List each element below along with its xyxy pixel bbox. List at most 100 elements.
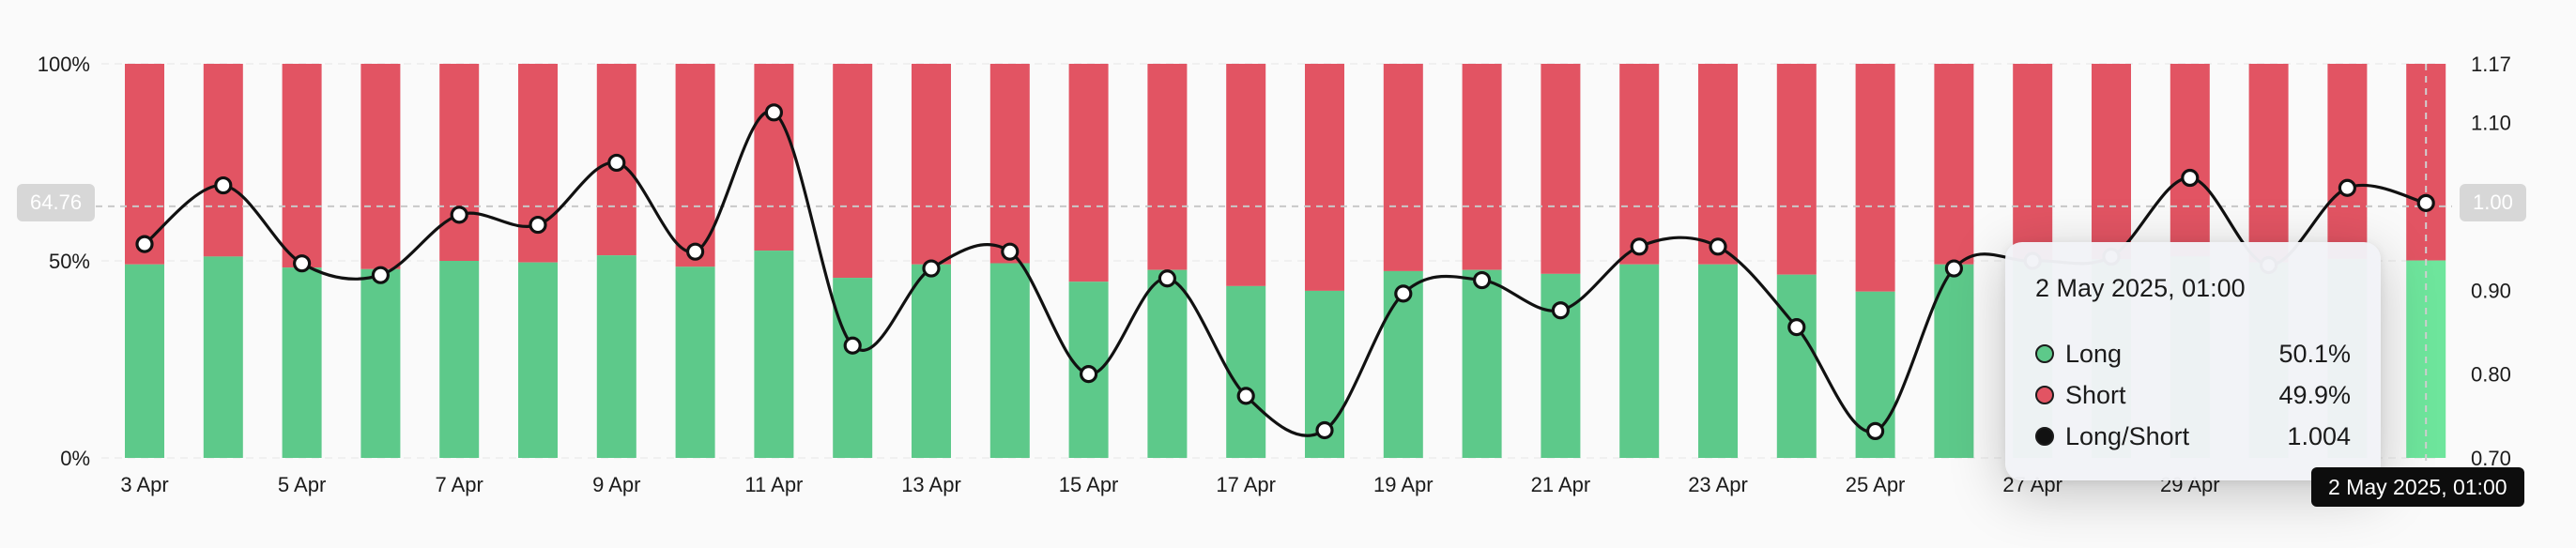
- long-bar: [912, 264, 951, 458]
- ratio-point: [1787, 317, 1806, 337]
- long-bar: [1147, 269, 1188, 458]
- crosshair-left-value: 64.76: [17, 184, 96, 221]
- tooltip-row-ratio: Long/Short 1.004: [2035, 416, 2351, 457]
- long-dot-icon: [2035, 344, 2054, 363]
- long-bar: [282, 267, 322, 458]
- ratio-point: [1315, 420, 1334, 440]
- y-left-tick-label: 50%: [49, 250, 90, 273]
- ratio-point: [1079, 365, 1098, 384]
- x-tick-label: 7 Apr: [436, 473, 483, 496]
- short-bar: [203, 64, 243, 257]
- crosshair-date-label: 2 May 2025, 01:00: [2311, 467, 2524, 507]
- y-right-tick-label: 0.70: [2471, 447, 2511, 470]
- short-bar: [1383, 64, 1423, 271]
- x-tick-label: 5 Apr: [278, 473, 326, 496]
- ratio-point: [1630, 237, 1648, 256]
- short-bar: [2327, 64, 2368, 259]
- x-tick-label: 17 Apr: [1216, 473, 1276, 496]
- short-bar: [1305, 64, 1344, 291]
- short-bar: [2170, 64, 2210, 257]
- ratio-point: [1472, 270, 1492, 290]
- ratio-point: [685, 242, 705, 261]
- short-bar: [125, 64, 164, 265]
- ratio-point: [1394, 284, 1413, 303]
- y-left-tick-label: 0%: [60, 447, 90, 470]
- long-bar: [596, 255, 636, 458]
- y-right-tick-label: 1.10: [2471, 112, 2511, 135]
- ratio-point: [293, 254, 312, 273]
- tooltip-value: 49.9%: [2278, 380, 2351, 409]
- y-right-tick-label: 1.17: [2471, 53, 2511, 76]
- y-left-tick-label: 100%: [38, 53, 90, 76]
- ratio-point: [607, 153, 626, 173]
- short-bar: [282, 64, 322, 268]
- tooltip-title: 2 May 2025, 01:00: [2035, 274, 2246, 302]
- x-tick-label: 13 Apr: [901, 473, 961, 496]
- short-bar: [1541, 64, 1581, 274]
- ratio-point: [1865, 421, 1885, 441]
- short-bar: [989, 64, 1030, 264]
- ratio-point: [135, 235, 154, 253]
- long-bar: [518, 262, 558, 458]
- x-tick-label: 23 Apr: [1688, 473, 1748, 496]
- short-bar: [1147, 64, 1188, 270]
- ratio-point: [2416, 193, 2435, 212]
- short-bar: [1619, 64, 1660, 265]
- x-tick-label: 19 Apr: [1373, 473, 1434, 496]
- short-bar: [1776, 64, 1817, 275]
- short-bar: [1068, 64, 1109, 282]
- tooltip-label: Long: [2065, 339, 2123, 368]
- long-bar: [833, 278, 873, 458]
- tooltip-row-long: Long 50.1%: [2035, 333, 2351, 374]
- x-tick-label: 3 Apr: [120, 473, 168, 496]
- ratio-point: [764, 103, 784, 122]
- x-tick-label: 21 Apr: [1531, 473, 1591, 496]
- ratio-point: [371, 266, 390, 284]
- long-bar: [360, 268, 401, 458]
- long-bar: [125, 264, 164, 458]
- tooltip-label: Short: [2065, 380, 2126, 409]
- short-bar: [360, 64, 401, 269]
- ratio-point: [529, 215, 547, 235]
- y-right-tick-label: 0.90: [2471, 279, 2511, 302]
- y-right-tick-label: 0.80: [2471, 363, 2511, 387]
- hover-crosshair: [96, 64, 2452, 462]
- ratio-point: [1236, 387, 1255, 405]
- short-bar: [1934, 64, 1974, 265]
- long-bar: [989, 263, 1030, 458]
- long-bar: [1776, 274, 1817, 458]
- short-bar: [1855, 64, 1895, 292]
- long-bar: [1619, 264, 1660, 458]
- hover-tooltip: 2 May 2025, 01:00 Long 50.1% Short 49.9%…: [2005, 242, 2381, 480]
- ratio-point: [1944, 259, 1963, 278]
- x-tick-label: 15 Apr: [1059, 473, 1119, 496]
- ratio-point: [1551, 301, 1571, 320]
- ratio-point: [2338, 178, 2356, 197]
- long-bar: [1462, 269, 1502, 458]
- short-bar: [675, 64, 715, 267]
- ratio-dot-icon: [2035, 427, 2054, 446]
- ratio-point: [214, 175, 233, 195]
- short-bar: [754, 64, 794, 251]
- short-bar: [1226, 64, 1266, 286]
- axis-ticks: 0%50%100%0.700.800.901.001.101.173 Apr5 …: [38, 53, 2511, 496]
- ratio-point: [1158, 269, 1177, 288]
- crosshair-right-value: 1.00: [2460, 184, 2526, 221]
- long-bar: [439, 261, 480, 458]
- x-tick-label: 9 Apr: [592, 473, 640, 496]
- short-bar: [833, 64, 873, 279]
- short-dot-icon: [2035, 386, 2054, 404]
- long-bar: [754, 251, 794, 458]
- tooltip-value: 1.004: [2287, 421, 2351, 450]
- short-bar: [1698, 64, 1738, 265]
- tooltip-row-short: Short 49.9%: [2035, 374, 2351, 416]
- ratio-point: [1709, 237, 1727, 256]
- short-bar: [2013, 64, 2053, 261]
- tooltip-label: Long/Short: [2065, 421, 2190, 450]
- ratio-point: [1001, 242, 1020, 261]
- long-bar: [203, 256, 243, 458]
- ratio-point: [922, 259, 941, 278]
- ratio-point: [450, 206, 468, 224]
